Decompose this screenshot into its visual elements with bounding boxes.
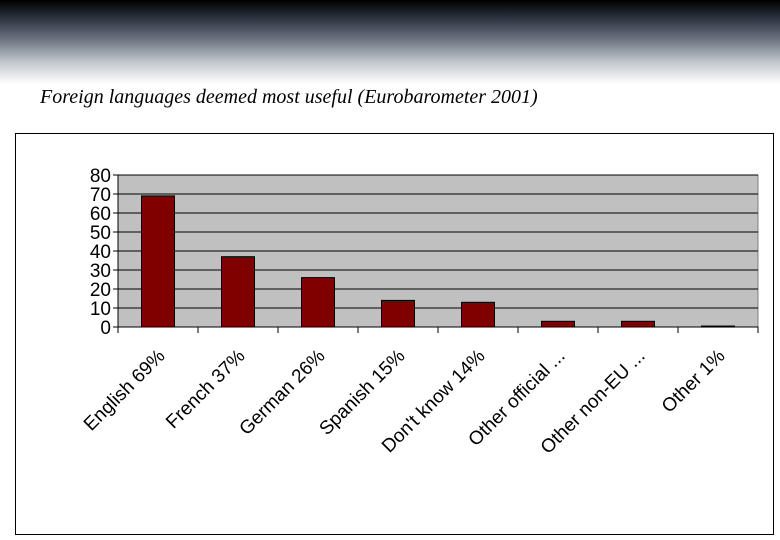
header-gradient-band — [0, 0, 780, 84]
bar-6 — [621, 320, 655, 328]
category-label-0: English 69% — [80, 346, 170, 436]
x-axis: English 69%French 37%German 26%Spanish 1… — [80, 326, 759, 458]
y-tick-label-40: 40 — [90, 242, 111, 263]
plot-area — [117, 174, 759, 328]
bar-3 — [381, 299, 415, 328]
y-tick-label-70: 70 — [90, 185, 111, 206]
y-tick-label-10: 10 — [90, 299, 111, 320]
y-tick-label-50: 50 — [90, 223, 111, 244]
bar-0 — [141, 195, 175, 328]
bar-7 — [701, 325, 735, 328]
bar-5 — [541, 320, 575, 328]
bar-1 — [221, 256, 255, 328]
bar-4 — [461, 301, 495, 328]
category-label-7: Other 1% — [658, 346, 730, 418]
y-tick-label-0: 0 — [100, 318, 111, 339]
bar-2 — [301, 277, 335, 328]
y-tick-label-30: 30 — [90, 261, 111, 282]
bar-series — [141, 195, 735, 328]
y-tick-label-80: 80 — [90, 166, 111, 187]
y-tick-label-20: 20 — [90, 280, 111, 301]
y-tick-label-60: 60 — [90, 204, 111, 225]
category-label-1: French 37% — [162, 346, 249, 433]
slide-title: Foreign languages deemed most useful (Eu… — [40, 86, 538, 108]
